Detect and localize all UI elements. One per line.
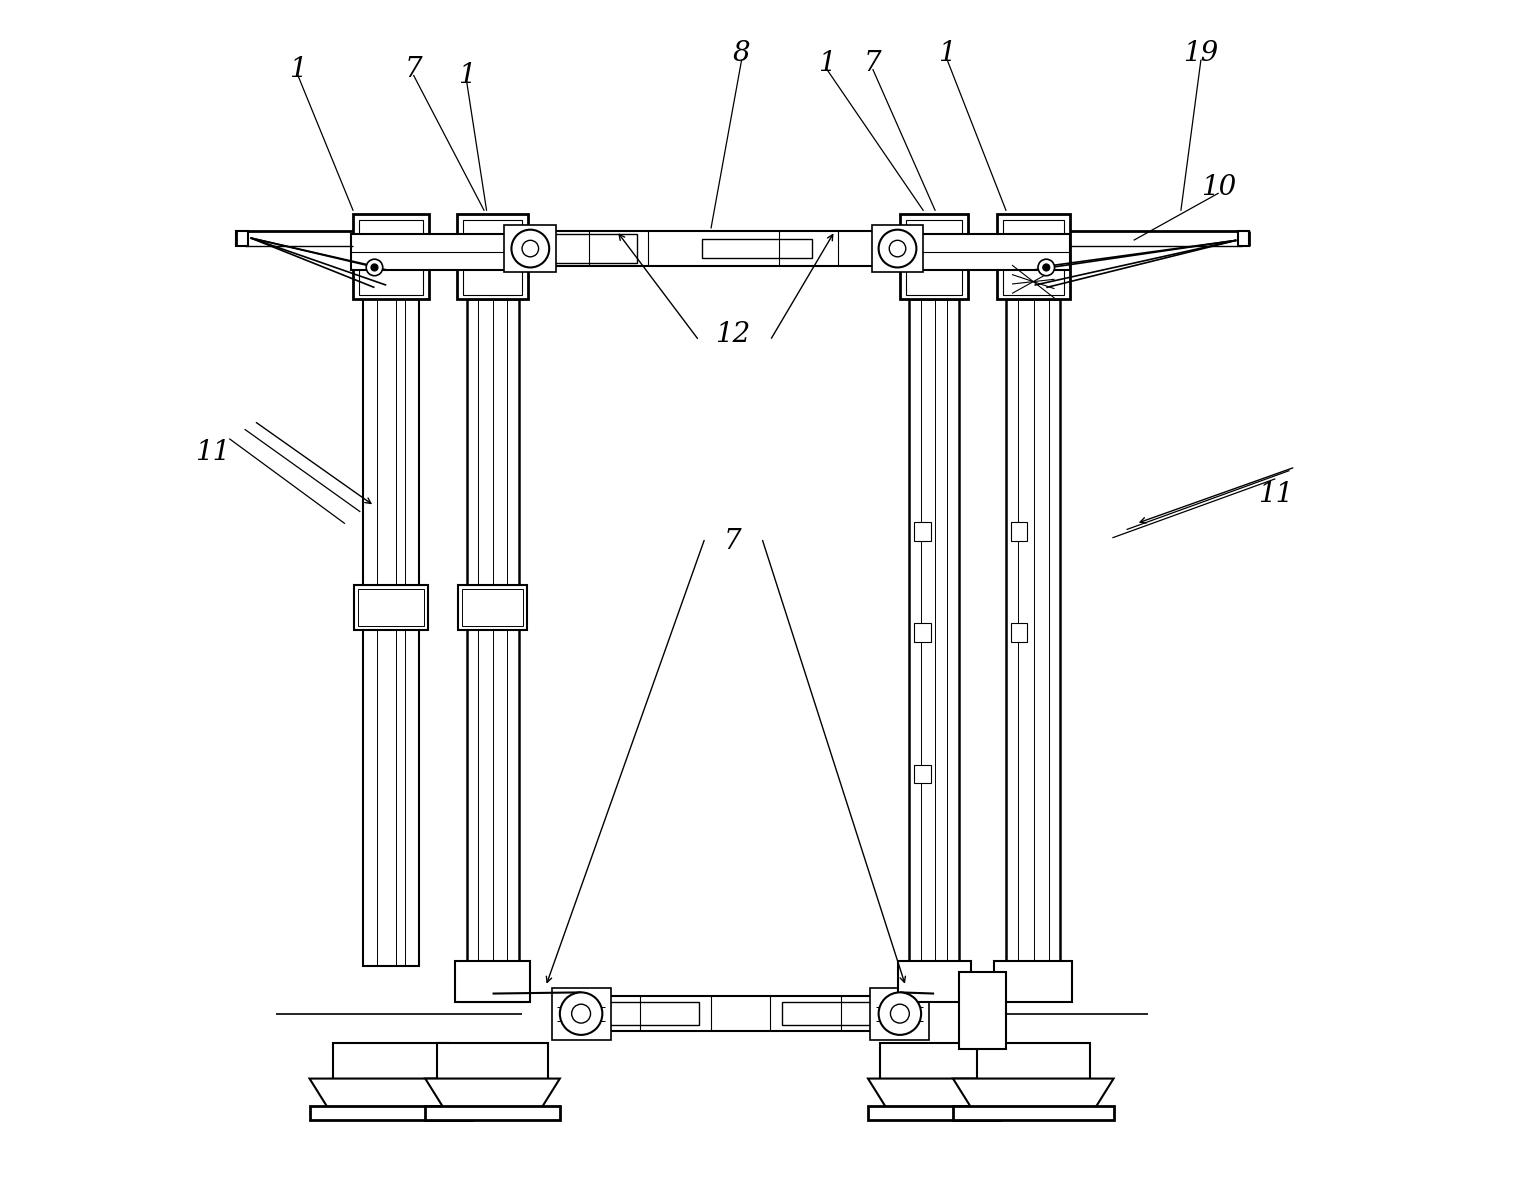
Circle shape (879, 229, 916, 268)
Bar (959, 973, 1006, 1049)
Bar (454, 961, 530, 1002)
Text: 19: 19 (1183, 40, 1218, 68)
Circle shape (1043, 264, 1050, 271)
Bar (906, 220, 962, 295)
Bar (915, 623, 930, 642)
Circle shape (522, 240, 539, 257)
Text: 7: 7 (405, 56, 422, 82)
Bar (581, 996, 899, 1031)
Bar (915, 765, 930, 784)
Circle shape (890, 1005, 909, 1023)
Bar (869, 1106, 1001, 1120)
Bar (425, 1106, 561, 1120)
Bar (310, 1106, 473, 1120)
Bar (870, 988, 930, 1039)
Text: 1: 1 (818, 50, 836, 77)
Bar (505, 225, 556, 272)
Text: 10: 10 (1201, 174, 1237, 201)
Polygon shape (869, 1078, 1001, 1116)
Text: 1: 1 (290, 56, 306, 82)
Bar (909, 300, 959, 967)
Circle shape (889, 240, 906, 257)
Bar (953, 1106, 1113, 1120)
Circle shape (561, 993, 602, 1034)
Text: 1: 1 (457, 62, 476, 88)
Bar (359, 220, 424, 295)
Bar (551, 988, 611, 1039)
Circle shape (1038, 259, 1055, 276)
Text: 7: 7 (724, 528, 741, 555)
Bar (353, 214, 428, 300)
Bar (351, 234, 528, 270)
Bar (1010, 623, 1027, 642)
Bar (530, 231, 898, 266)
Bar (915, 522, 930, 541)
Bar (995, 961, 1072, 1002)
Bar (872, 225, 924, 272)
Circle shape (511, 229, 550, 268)
Bar (536, 234, 638, 263)
Bar (702, 239, 812, 258)
Bar (976, 1043, 1090, 1078)
Bar (354, 585, 428, 630)
Bar (363, 300, 419, 967)
Polygon shape (953, 1078, 1113, 1116)
Bar (460, 964, 525, 1002)
Bar (1006, 300, 1061, 967)
Bar (899, 214, 969, 300)
Bar (437, 1043, 548, 1078)
Bar (467, 969, 519, 999)
Bar (462, 589, 524, 627)
Bar (782, 1002, 893, 1025)
Bar (1238, 231, 1249, 246)
Bar (996, 214, 1070, 300)
Circle shape (571, 1005, 590, 1023)
Text: 11: 11 (196, 439, 231, 466)
Bar (457, 214, 528, 300)
Bar (459, 585, 527, 630)
Polygon shape (310, 1078, 473, 1116)
Circle shape (879, 993, 921, 1034)
Text: 11: 11 (1258, 480, 1294, 508)
Polygon shape (425, 1078, 561, 1116)
Circle shape (367, 259, 383, 276)
Bar (333, 1043, 448, 1078)
Circle shape (371, 264, 377, 271)
Bar (464, 220, 522, 295)
Bar (587, 1002, 699, 1025)
Bar (357, 589, 424, 627)
Bar (879, 1043, 989, 1078)
Text: 7: 7 (864, 50, 881, 77)
Bar (236, 231, 248, 246)
Text: 1: 1 (938, 40, 956, 68)
Bar (898, 961, 970, 1002)
Bar (467, 300, 519, 967)
Text: 8: 8 (733, 40, 750, 68)
Text: 12: 12 (715, 321, 750, 348)
Bar (1010, 522, 1027, 541)
Bar (898, 234, 1070, 270)
Bar (1003, 220, 1064, 295)
